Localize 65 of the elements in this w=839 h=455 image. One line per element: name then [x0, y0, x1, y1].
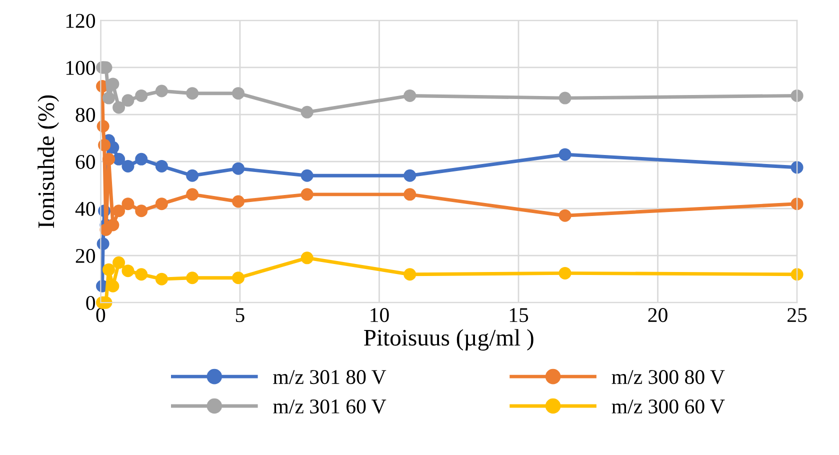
y-tick-label: 100: [66, 60, 96, 75]
point: [112, 256, 126, 269]
point: [96, 120, 110, 133]
point: [186, 188, 199, 201]
y-tick-label: 120: [66, 14, 96, 28]
legend-label: m/z 301 80 V: [273, 370, 386, 384]
point: [135, 152, 148, 166]
point: [186, 87, 199, 100]
point: [790, 161, 804, 174]
legend-label: m/z 301 60 V: [273, 399, 386, 414]
point: [155, 160, 168, 172]
y-tick-label: 60: [76, 154, 96, 169]
point: [558, 266, 572, 280]
point: [300, 169, 314, 182]
point: [122, 160, 134, 172]
point: [122, 264, 134, 278]
point: [558, 209, 572, 222]
point: [300, 188, 314, 201]
x-tick-label: 10: [370, 308, 389, 322]
x-tick-label: 25: [788, 308, 807, 322]
point: [404, 89, 416, 102]
point: [98, 138, 111, 152]
legend-label: m/z 300 60 V: [612, 399, 725, 414]
point: [135, 89, 148, 102]
x-tick-label: 20: [648, 308, 668, 322]
point: [558, 148, 572, 161]
point: [232, 87, 245, 100]
point: [232, 195, 245, 208]
x-tick-label: 5: [236, 308, 244, 322]
point: [186, 169, 199, 182]
x-axis-title: Pitoisuus (µg/ml ): [364, 329, 534, 351]
point: [300, 252, 314, 264]
legend-label: m/z 300 80 V: [612, 370, 725, 384]
point: [102, 92, 116, 104]
point: [122, 94, 134, 107]
point: [112, 204, 126, 218]
point: [558, 92, 572, 104]
point: [232, 162, 245, 175]
point: [122, 198, 134, 210]
point: [112, 101, 126, 114]
point: [135, 204, 148, 218]
point: [155, 198, 168, 210]
y-tick-label: 0: [86, 296, 96, 310]
point: [106, 218, 120, 232]
point: [102, 263, 116, 276]
point: [155, 84, 168, 98]
x-tick-label: 15: [510, 308, 528, 322]
point: [232, 272, 245, 284]
point: [790, 89, 804, 102]
point: [790, 198, 804, 210]
point: [96, 238, 110, 250]
point: [300, 106, 314, 118]
point: [155, 272, 168, 286]
point: [404, 188, 416, 201]
point: [102, 152, 116, 166]
point: [404, 169, 416, 182]
y-tick-label: 80: [76, 108, 96, 122]
point: [404, 268, 416, 281]
y-tick-label: 20: [76, 248, 96, 263]
point: [790, 268, 804, 281]
y-axis-title: Ionisuhde (%): [38, 95, 60, 228]
x-tick-label: 0: [96, 308, 106, 322]
point: [186, 272, 199, 284]
point: [135, 268, 148, 281]
y-tick-label: 40: [75, 202, 96, 216]
